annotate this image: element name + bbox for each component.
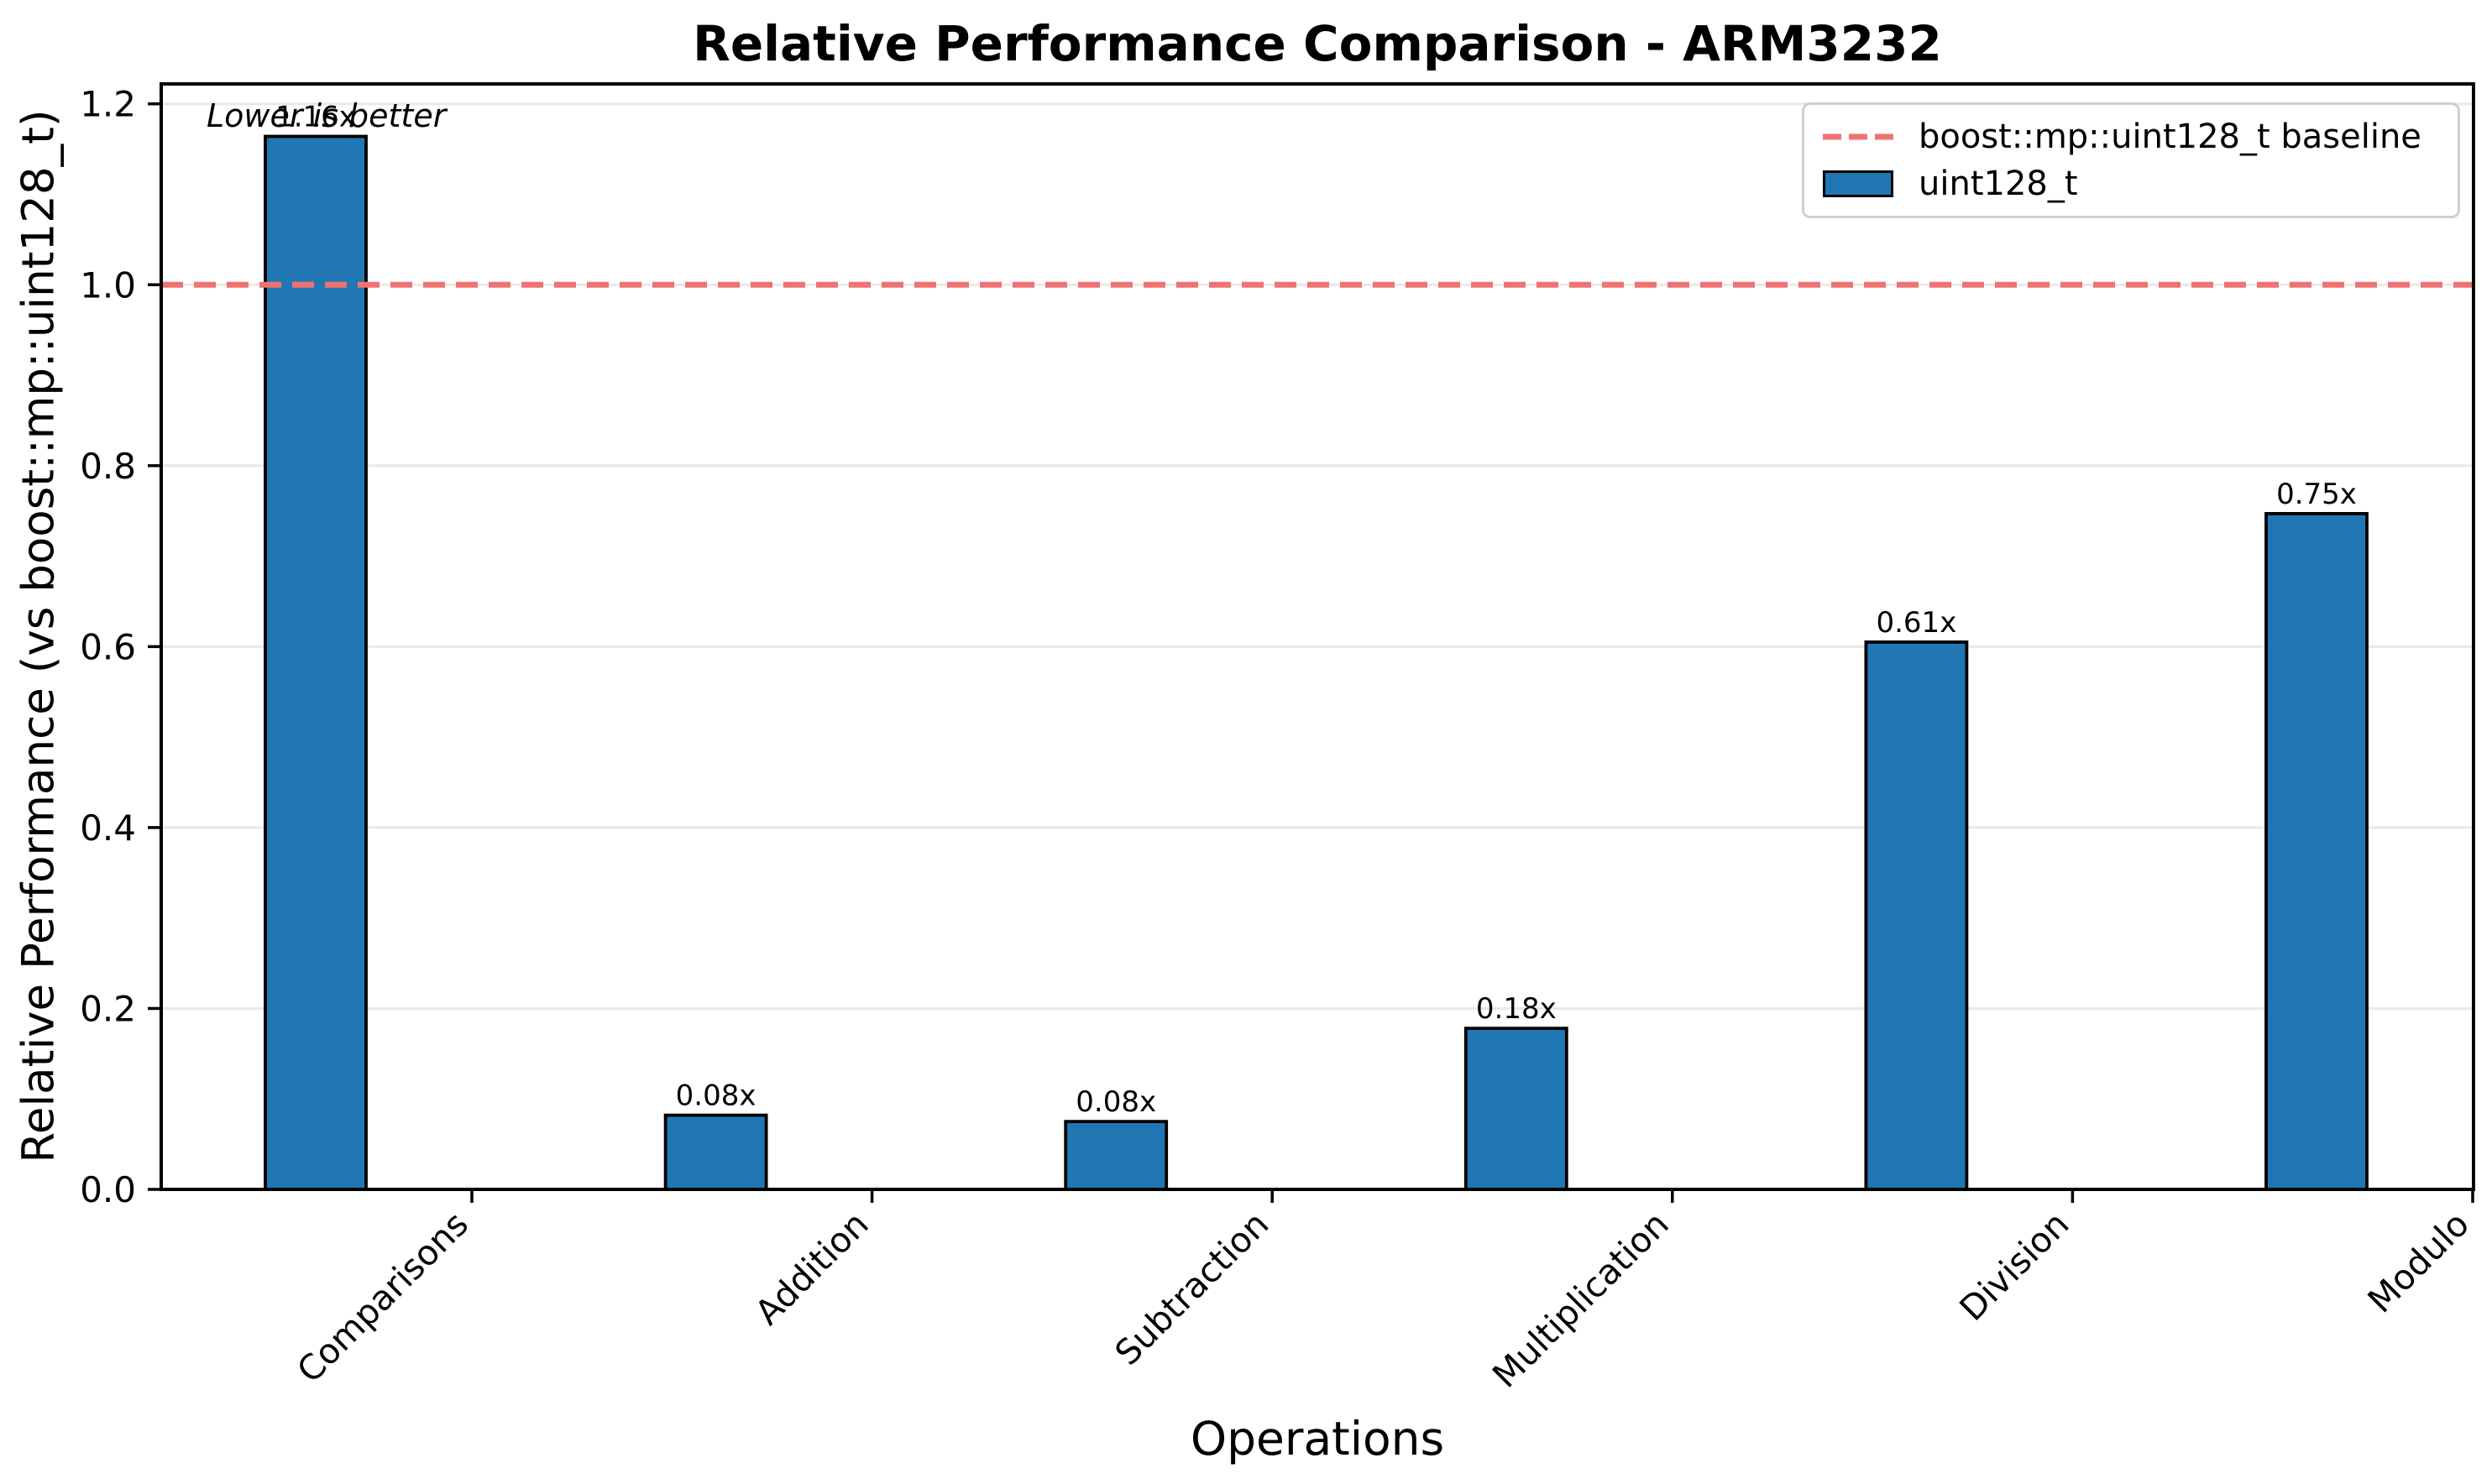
- legend-item-baseline: boost::mp::uint128_t baseline: [1823, 118, 2439, 156]
- series-color-swatch: [1823, 170, 1893, 197]
- legend-series-label: uint128_t: [1919, 164, 2078, 203]
- bar-division: [1864, 640, 1969, 1191]
- bar-addition: [663, 1113, 768, 1191]
- bar-value-label-subtraction: 0.08x: [1076, 1085, 1156, 1119]
- y-tick-label-0.2: 0.2: [80, 988, 136, 1029]
- bar-value-label-multiplication: 0.18x: [1476, 992, 1557, 1026]
- legend-baseline-label: boost::mp::uint128_t baseline: [1919, 118, 2421, 157]
- bar-value-label-division: 0.61x: [1876, 606, 1956, 640]
- y-tick-label-0.6: 0.6: [80, 626, 136, 667]
- x-axis-title: Operations: [1190, 1412, 1445, 1466]
- bar-modulo: [2264, 512, 2369, 1191]
- bar-comparisons: [264, 134, 368, 1191]
- y-tick-label-1.2: 1.2: [80, 84, 136, 125]
- baseline-dashed-line-sample: [1823, 133, 1893, 141]
- lower-is-better-annotation: Lower is better: [207, 97, 447, 134]
- y-tick-label-0.4: 0.4: [80, 807, 136, 849]
- bar-value-label-addition: 0.08x: [676, 1079, 756, 1113]
- y-tick-label-0.8: 0.8: [80, 446, 136, 487]
- y-tick-label-1.0: 1.0: [80, 264, 136, 306]
- x-tick-label-subtraction: Subtraction: [1107, 1204, 1277, 1373]
- x-tick-label-division: Division: [1952, 1204, 2077, 1329]
- y-tick-label-0.0: 0.0: [80, 1169, 136, 1210]
- bar-value-label-modulo: 0.75x: [2276, 478, 2357, 511]
- bar-value-label-comparisons: 1.16x: [275, 101, 356, 134]
- x-tick-label-modulo: Modulo: [2360, 1204, 2477, 1320]
- bar-subtraction: [1064, 1120, 1169, 1191]
- legend-box: boost::mp::uint128_t baseline uint128_t: [1802, 102, 2460, 218]
- axes-spines: [160, 82, 2475, 1191]
- chart-title: Relative Performance Comparison - ARM323…: [693, 15, 1942, 72]
- y-axis-title: Relative Performance (vs boost::mp::uint…: [13, 109, 65, 1163]
- bar-multiplication: [1463, 1027, 1568, 1191]
- x-tick-label-comparisons: Comparisons: [289, 1204, 476, 1391]
- x-tick-label-addition: Addition: [747, 1204, 877, 1333]
- legend-item-series: uint128_t: [1823, 165, 2439, 203]
- x-tick-label-multiplication: Multiplication: [1484, 1204, 1677, 1396]
